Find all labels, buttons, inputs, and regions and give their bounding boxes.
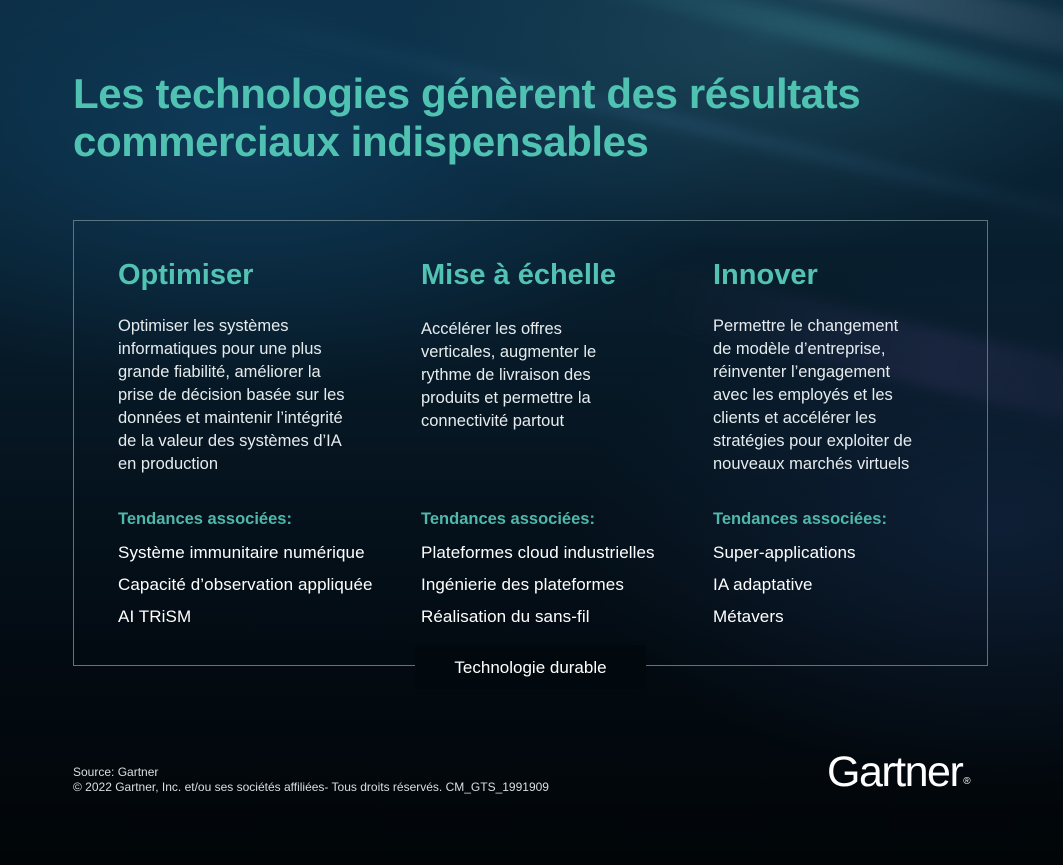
description-line: clients et accélérer les — [713, 409, 877, 427]
description-line: réinventer l’engagement — [713, 363, 891, 381]
trend-item: Métavers — [713, 607, 784, 626]
title-line: commerciaux indispensables — [73, 118, 649, 165]
column-description: Permettre le changement de modèle d’entr… — [713, 315, 985, 476]
column-description: Accélérer les offres verticales, augment… — [421, 318, 693, 433]
trend-item: Super-applications — [713, 543, 856, 562]
description-line: produits et permettre la — [421, 389, 591, 407]
trends-list: Plateformes cloud industrielles Ingénier… — [421, 541, 655, 637]
trend-item: AI TRiSM — [118, 607, 192, 626]
trend-item: Ingénierie des plateformes — [421, 575, 624, 594]
page-title: Les technologies génèrent des résultats … — [73, 70, 1003, 166]
description-line: prise de décision basée sur les — [118, 386, 345, 404]
trend-item: Plateformes cloud industrielles — [421, 543, 655, 562]
column-heading: Mise à échelle — [421, 259, 617, 291]
description-line: Optimiser les systèmes — [118, 317, 289, 335]
description-line: rythme de livraison des — [421, 366, 591, 384]
trends-label: Tendances associées: — [421, 510, 595, 528]
trends-label: Tendances associées: — [713, 510, 887, 528]
title-line: Les technologies génèrent des résultats — [73, 70, 861, 117]
description-line: Permettre le changement — [713, 317, 899, 335]
description-line: nouveaux marchés virtuels — [713, 455, 910, 473]
trend-item: Système immunitaire numérique — [118, 543, 365, 562]
description-line: connectivité partout — [421, 412, 565, 430]
description-line: informatiques pour une plus — [118, 340, 322, 358]
trend-item: Réalisation du sans-fil — [421, 607, 590, 626]
description-line: verticales, augmenter le — [421, 343, 597, 361]
description-line: données et maintenir l’intégrité — [118, 409, 343, 427]
copyright-text: © 2022 Gartner, Inc. et/ou ses sociétés … — [73, 780, 549, 794]
description-line: stratégies pour exploiter de — [713, 432, 913, 450]
description-line: avec les employés et les — [713, 386, 893, 404]
description-line: Accélérer les offres — [421, 320, 562, 338]
trend-item: Capacité d’observation appliquée — [118, 575, 373, 594]
footer: Source: Gartner © 2022 Gartner, Inc. et/… — [73, 765, 549, 795]
trends-list: Super-applications IA adaptative Métaver… — [713, 541, 856, 637]
gartner-logo: Gartner® — [827, 748, 971, 797]
trends-list: Système immunitaire numérique Capacité d… — [118, 541, 373, 637]
column-heading: Optimiser — [118, 259, 254, 291]
column-heading: Innover — [713, 259, 818, 291]
trends-label: Tendances associées: — [118, 510, 292, 528]
description-line: grande fiabilité, améliorer la — [118, 363, 321, 381]
logo-text: Gartner — [827, 748, 964, 796]
trends-panel: Optimiser Optimiser les systèmes informa… — [73, 220, 988, 666]
description-line: en production — [118, 455, 218, 473]
column-description: Optimiser les systèmes informatiques pou… — [118, 315, 390, 476]
sustainable-technology-tag: Technologie durable — [415, 645, 646, 689]
description-line: de la valeur des systèmes d’IA — [118, 432, 342, 450]
registered-mark: ® — [963, 776, 971, 787]
trend-item: IA adaptative — [713, 575, 813, 594]
description-line: de modèle d’entreprise, — [713, 340, 886, 358]
source-text: Source: Gartner — [73, 765, 159, 779]
